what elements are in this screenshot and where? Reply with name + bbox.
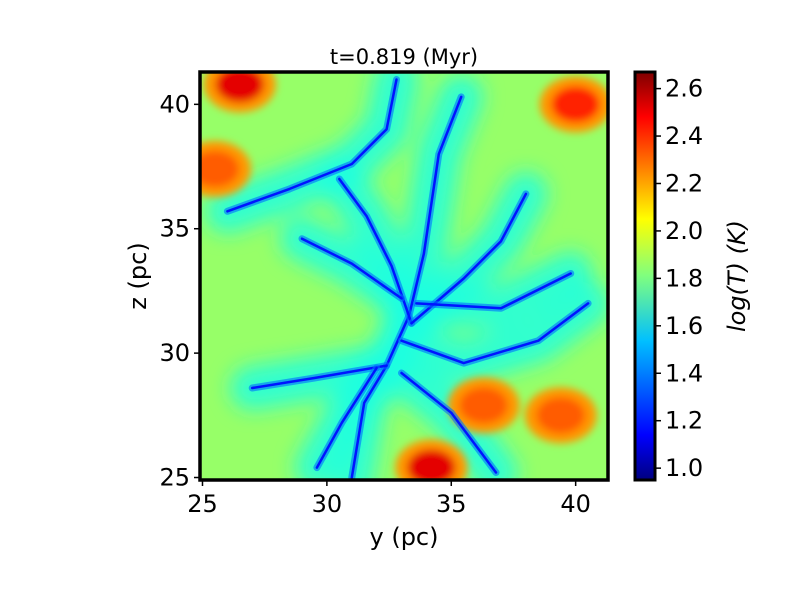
- y-axis-ticks: 25 30 35 40: [159, 90, 200, 492]
- colorbar: [633, 70, 657, 482]
- y-axis-label: z (pc): [124, 242, 152, 309]
- x-tick-label: 25: [187, 490, 218, 518]
- y-tick-label: 40: [159, 90, 190, 118]
- x-tick-label: 35: [436, 490, 467, 518]
- x-axis-ticks: 25 30 35 40: [187, 480, 591, 518]
- colorbar-tick-label: 2.2: [665, 169, 703, 197]
- cold-filament: [226, 78, 398, 213]
- heatmap-plot: [200, 72, 608, 480]
- colorbar-tick-label: 2.6: [665, 75, 703, 103]
- chart-title: t=0.819 (Myr): [330, 45, 478, 69]
- colorbar-tick-label: 2.4: [665, 122, 703, 150]
- y-tick-label: 35: [159, 215, 190, 243]
- colorbar-tick-label: 1.8: [665, 264, 703, 292]
- colorbar-tick-label: 1.4: [665, 359, 703, 387]
- hot-region: [536, 397, 585, 434]
- x-axis-label: y (pc): [370, 523, 439, 551]
- x-tick-label: 30: [312, 490, 343, 518]
- y-tick-label: 25: [159, 464, 190, 492]
- cold-filament: [315, 366, 378, 469]
- x-tick-label: 40: [560, 490, 591, 518]
- y-tick-label: 30: [159, 339, 190, 367]
- cold-filament: [415, 272, 572, 310]
- cold-filament: [400, 371, 498, 474]
- cold-filament: [300, 237, 403, 300]
- hot-region: [459, 387, 508, 424]
- hot-region: [407, 449, 456, 480]
- hot-region-layer: [200, 72, 608, 480]
- colorbar-label: log(T) (K): [723, 220, 751, 332]
- cold-filament: [410, 192, 528, 325]
- colorbar-tick-label: 1.6: [665, 312, 703, 340]
- hot-region: [551, 86, 600, 123]
- colorbar-tick-label: 1.0: [665, 454, 703, 482]
- cold-filament: [400, 302, 590, 365]
- filament-layer: [223, 76, 592, 480]
- plot-frame: [198, 70, 610, 482]
- hot-region: [215, 72, 264, 103]
- colorbar-tick-label: 1.2: [665, 407, 703, 435]
- hot-region: [200, 151, 239, 188]
- cold-filament: [250, 364, 388, 390]
- colorbar-tick-label: 2.0: [665, 217, 703, 245]
- colorbar-ticks: 1.0 1.2 1.4 1.6 1.8 2.0 2.2 2.4 2.6: [655, 75, 703, 482]
